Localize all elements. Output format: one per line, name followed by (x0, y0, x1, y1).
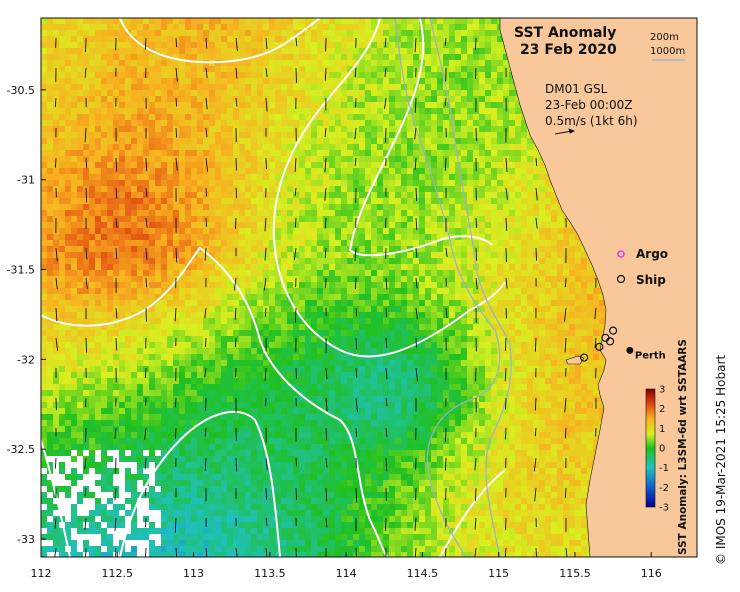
y-tick-label: -32.5 (7, 443, 35, 456)
x-tick-label: 113.5 (254, 567, 286, 580)
x-tick-label: 114.5 (407, 567, 439, 580)
argo-marker-icon (617, 250, 625, 258)
map-date: 23 Feb 2020 (520, 42, 617, 58)
x-tick-label: 112.5 (102, 567, 134, 580)
ship-marker-icon (616, 274, 626, 284)
x-tick-label: 115.5 (559, 567, 591, 580)
y-tick-label: -33 (17, 533, 35, 546)
ship-positions (580, 326, 618, 362)
ship-position-marker (605, 337, 615, 346)
x-tick-label: 112 (31, 567, 52, 580)
current-time-label: 23-Feb 00:00Z (545, 98, 632, 112)
colorbar-tick-label: -1 (659, 463, 669, 474)
anomaly-contours (41, 18, 506, 557)
colorbar-tick-label: -2 (659, 483, 669, 494)
y-tick-label: -31 (17, 174, 35, 187)
x-tick-label: 114 (336, 567, 357, 580)
current-model-label: DM01 GSL (545, 82, 608, 96)
y-tick-label: -31.5 (7, 264, 35, 277)
ship-position-marker (595, 342, 604, 351)
colorbar-tick-label: 2 (659, 404, 665, 415)
colorbar-tick-label: 0 (659, 444, 665, 455)
colorbar-tick-label: 3 (659, 385, 665, 396)
depth-legend-200m: 200m (650, 32, 679, 43)
x-tick-label: 115 (488, 567, 509, 580)
ship-label: Ship (636, 273, 666, 287)
bathymetry-contours (394, 18, 512, 557)
x-axis: 112 112.5 113 113.5 114 114.5 115 115.5 116 (31, 552, 662, 580)
perth-marker-icon (626, 346, 634, 354)
depth-legend-1000m: 1000m (650, 46, 685, 57)
current-scale-label: 0.5m/s (1kt 6h) (545, 114, 638, 128)
colorbar-tick-label: -3 (659, 503, 669, 514)
colorbar-tick-label: 1 (659, 424, 665, 435)
y-axis: -30.5 -31 -31.5 -32 -32.5 -33 (7, 84, 46, 546)
plot-frame (40, 17, 698, 558)
scale-arrow-icon (554, 128, 576, 135)
copyright-notice: © IMOS 19-Mar-2021 15:25 Hobart (714, 354, 728, 565)
argo-label: Argo (636, 247, 668, 261)
colorbar (645, 388, 656, 508)
colorbar-ticks: 3 2 1 0 -1 -2 -3 (659, 385, 669, 514)
ship-position-marker (580, 353, 589, 362)
x-tick-label: 113 (183, 567, 204, 580)
y-tick-label: -30.5 (7, 84, 35, 97)
x-tick-label: 116 (641, 567, 662, 580)
perth-label: Perth (635, 350, 666, 361)
ship-position-marker (608, 326, 618, 335)
y-tick-label: -32 (17, 353, 35, 366)
colorbar-label: SST Anomaly: L3SM-6d wrt SSTAARS (677, 339, 689, 555)
map-title: SST Anomaly (514, 25, 616, 41)
